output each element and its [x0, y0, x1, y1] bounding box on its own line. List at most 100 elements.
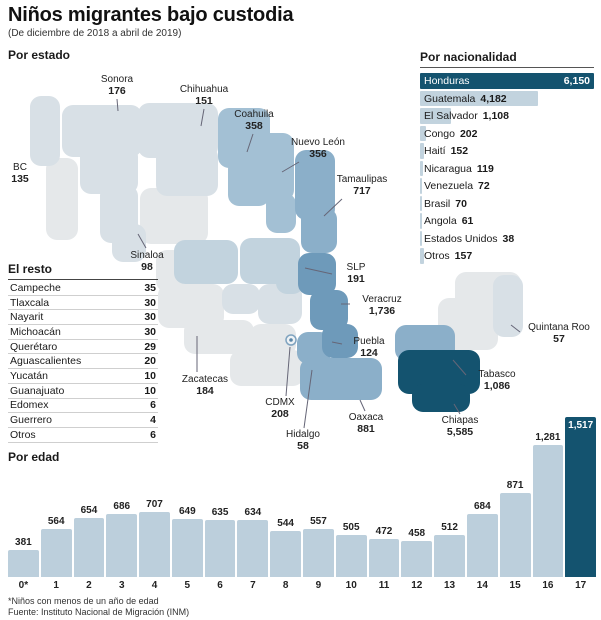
- nationality-text: El Salvador 1,108: [420, 108, 594, 122]
- table-row: Otros 6: [8, 428, 158, 443]
- section-title-por-estado: Por estado: [8, 48, 71, 62]
- state-value: 6: [150, 428, 156, 441]
- mexico-map-svg: [30, 96, 523, 429]
- age-axis-label: 1: [53, 580, 59, 591]
- age-bar: [171, 519, 203, 577]
- nationality-value: 72: [478, 180, 490, 192]
- map-state-durango: [140, 188, 208, 244]
- nationality-text: Angola 61: [420, 213, 594, 227]
- age-column: 505 10: [335, 411, 367, 593]
- nationality-value: 6,150: [563, 75, 590, 87]
- age-axis-label: 6: [217, 580, 223, 591]
- el-resto-rows: Campeche 35 Tlaxcala 30 Nayarit 30 Michoacán 30…: [8, 281, 158, 443]
- nationality-bar: [420, 108, 452, 124]
- state-name: Guerrero: [10, 414, 53, 427]
- age-value: 871: [506, 480, 524, 491]
- state-name: Aguascalientes: [10, 355, 82, 368]
- table-row: Campeche 35: [8, 281, 158, 296]
- state-name: Edomex: [10, 399, 49, 412]
- age-axis-label: 5: [184, 580, 191, 591]
- age-column: 686 3: [106, 411, 138, 593]
- state-name: Campeche: [10, 281, 61, 294]
- nationality-bar: [420, 125, 426, 141]
- age-value: 1,281: [535, 432, 561, 443]
- state-value: 20: [144, 355, 156, 368]
- age-bar: [368, 539, 400, 577]
- nationality-value: 202: [459, 127, 478, 140]
- nationality-label: Otros: [424, 250, 450, 262]
- state-name: Nayarit: [10, 311, 44, 324]
- age-column: 707 4: [139, 411, 170, 593]
- section-title-por-nacionalidad: Por nacionalidad: [420, 50, 594, 68]
- nationality-row: Guatemala 4,182: [420, 90, 594, 108]
- age-value: 472: [375, 526, 393, 537]
- age-value: 512: [441, 522, 458, 533]
- age-axis-label: 0*: [18, 580, 29, 591]
- state-value: 4: [150, 414, 156, 427]
- age-column: 684 14: [466, 411, 498, 593]
- age-axis-label: 9: [315, 580, 322, 591]
- age-bar: [532, 445, 564, 577]
- age-value: 634: [244, 507, 262, 518]
- nationality-bar: [420, 143, 425, 159]
- state-value: 30: [144, 311, 156, 324]
- nationality-text: Congo 202: [420, 126, 594, 140]
- nationality-value: 157: [454, 250, 473, 262]
- nationality-label: Angola: [424, 215, 457, 227]
- age-column: 1,281 16: [532, 411, 564, 593]
- age-value: 1,517: [568, 420, 594, 431]
- nationality-value: 119: [476, 162, 494, 175]
- map-state-bcs: [46, 158, 78, 240]
- map-state-quintana-roo: [493, 275, 523, 337]
- nationality-label: Brasil: [424, 197, 451, 210]
- state-value: 6: [150, 399, 156, 412]
- state-value: 30: [144, 325, 156, 338]
- age-value: 707: [146, 499, 163, 510]
- nationality-row: Nicaragua 119: [420, 160, 594, 178]
- nationality-value: 70: [455, 197, 467, 210]
- age-value: 564: [47, 516, 65, 527]
- nationality-row: Angola 61: [420, 213, 594, 230]
- age-bar: [204, 520, 236, 577]
- map-state-guanajuato: [222, 284, 260, 314]
- age-bar: [139, 512, 170, 577]
- age-value: 458: [408, 528, 426, 539]
- source-credit: Fuente: Instituto Nacional de Migración …: [8, 607, 190, 617]
- page-title: Niños migrantes bajo custodia: [8, 4, 294, 26]
- nationality-value: 38: [502, 232, 515, 245]
- state-name: Otros: [10, 428, 36, 441]
- nationality-bar: [420, 213, 422, 229]
- state-name: Querétaro: [10, 340, 58, 353]
- map-state-sonora: [62, 105, 142, 194]
- table-row: Michoacán 30: [8, 325, 158, 340]
- nationality-bar: [420, 195, 422, 211]
- nationality-text: Estados Unidos 38: [420, 231, 594, 245]
- age-bar: [106, 514, 138, 577]
- age-axis-label: 3: [118, 580, 125, 591]
- age-axis-label: 10: [345, 580, 357, 591]
- age-value: 635: [211, 507, 229, 518]
- nationality-bar: [420, 230, 422, 246]
- table-row: Querétaro 29: [8, 340, 158, 355]
- nationality-text: Honduras 6,150: [420, 73, 594, 87]
- table-row: Guanajuato 10: [8, 384, 158, 399]
- age-axis-label: 8: [282, 580, 289, 591]
- age-value: 654: [80, 505, 98, 516]
- age-column: 635 6: [204, 411, 236, 593]
- age-column: 649 5: [171, 411, 203, 593]
- table-row: Edomex 6: [8, 399, 158, 414]
- state-name: Yucatán: [10, 369, 48, 382]
- age-column: 634 7: [237, 411, 269, 593]
- state-name: Michoacán: [10, 325, 61, 338]
- age-axis-label: 4: [151, 580, 158, 591]
- nationality-row: Brasil 70: [420, 195, 594, 213]
- age-value: 649: [178, 506, 196, 517]
- nationality-row: Estados Unidos 38: [420, 230, 594, 248]
- age-axis-label: 11: [378, 580, 390, 591]
- map-state-bc: [30, 96, 60, 166]
- age-axis-label: 2: [86, 580, 92, 591]
- age-bar: [466, 514, 498, 577]
- age-axis-label: 12: [411, 580, 423, 591]
- map-state-zacatecas: [174, 240, 238, 284]
